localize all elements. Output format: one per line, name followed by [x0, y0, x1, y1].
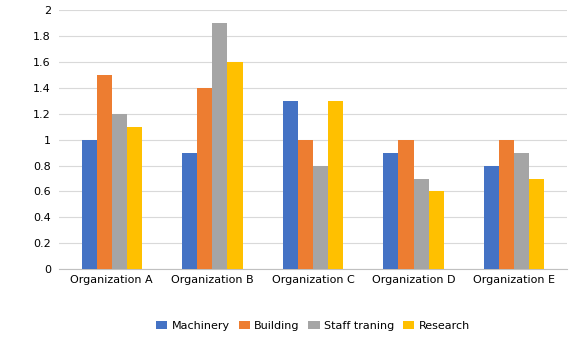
Bar	[182, 152, 197, 269]
Bar	[313, 166, 328, 269]
Bar	[127, 127, 142, 269]
Bar	[298, 140, 313, 269]
Bar	[328, 101, 343, 269]
Bar	[97, 75, 112, 269]
Bar	[499, 140, 514, 269]
Bar	[484, 166, 499, 269]
Bar	[414, 179, 429, 269]
Bar	[82, 140, 97, 269]
Bar	[383, 152, 398, 269]
Bar	[197, 88, 212, 269]
Bar	[112, 114, 127, 269]
Bar	[283, 101, 298, 269]
Bar	[212, 23, 228, 269]
Bar	[429, 191, 444, 269]
Bar	[514, 152, 529, 269]
Bar	[398, 140, 414, 269]
Legend: Machinery, Building, Staff traning, Research: Machinery, Building, Staff traning, Rese…	[152, 316, 474, 335]
Bar	[529, 179, 544, 269]
Bar	[228, 62, 243, 269]
